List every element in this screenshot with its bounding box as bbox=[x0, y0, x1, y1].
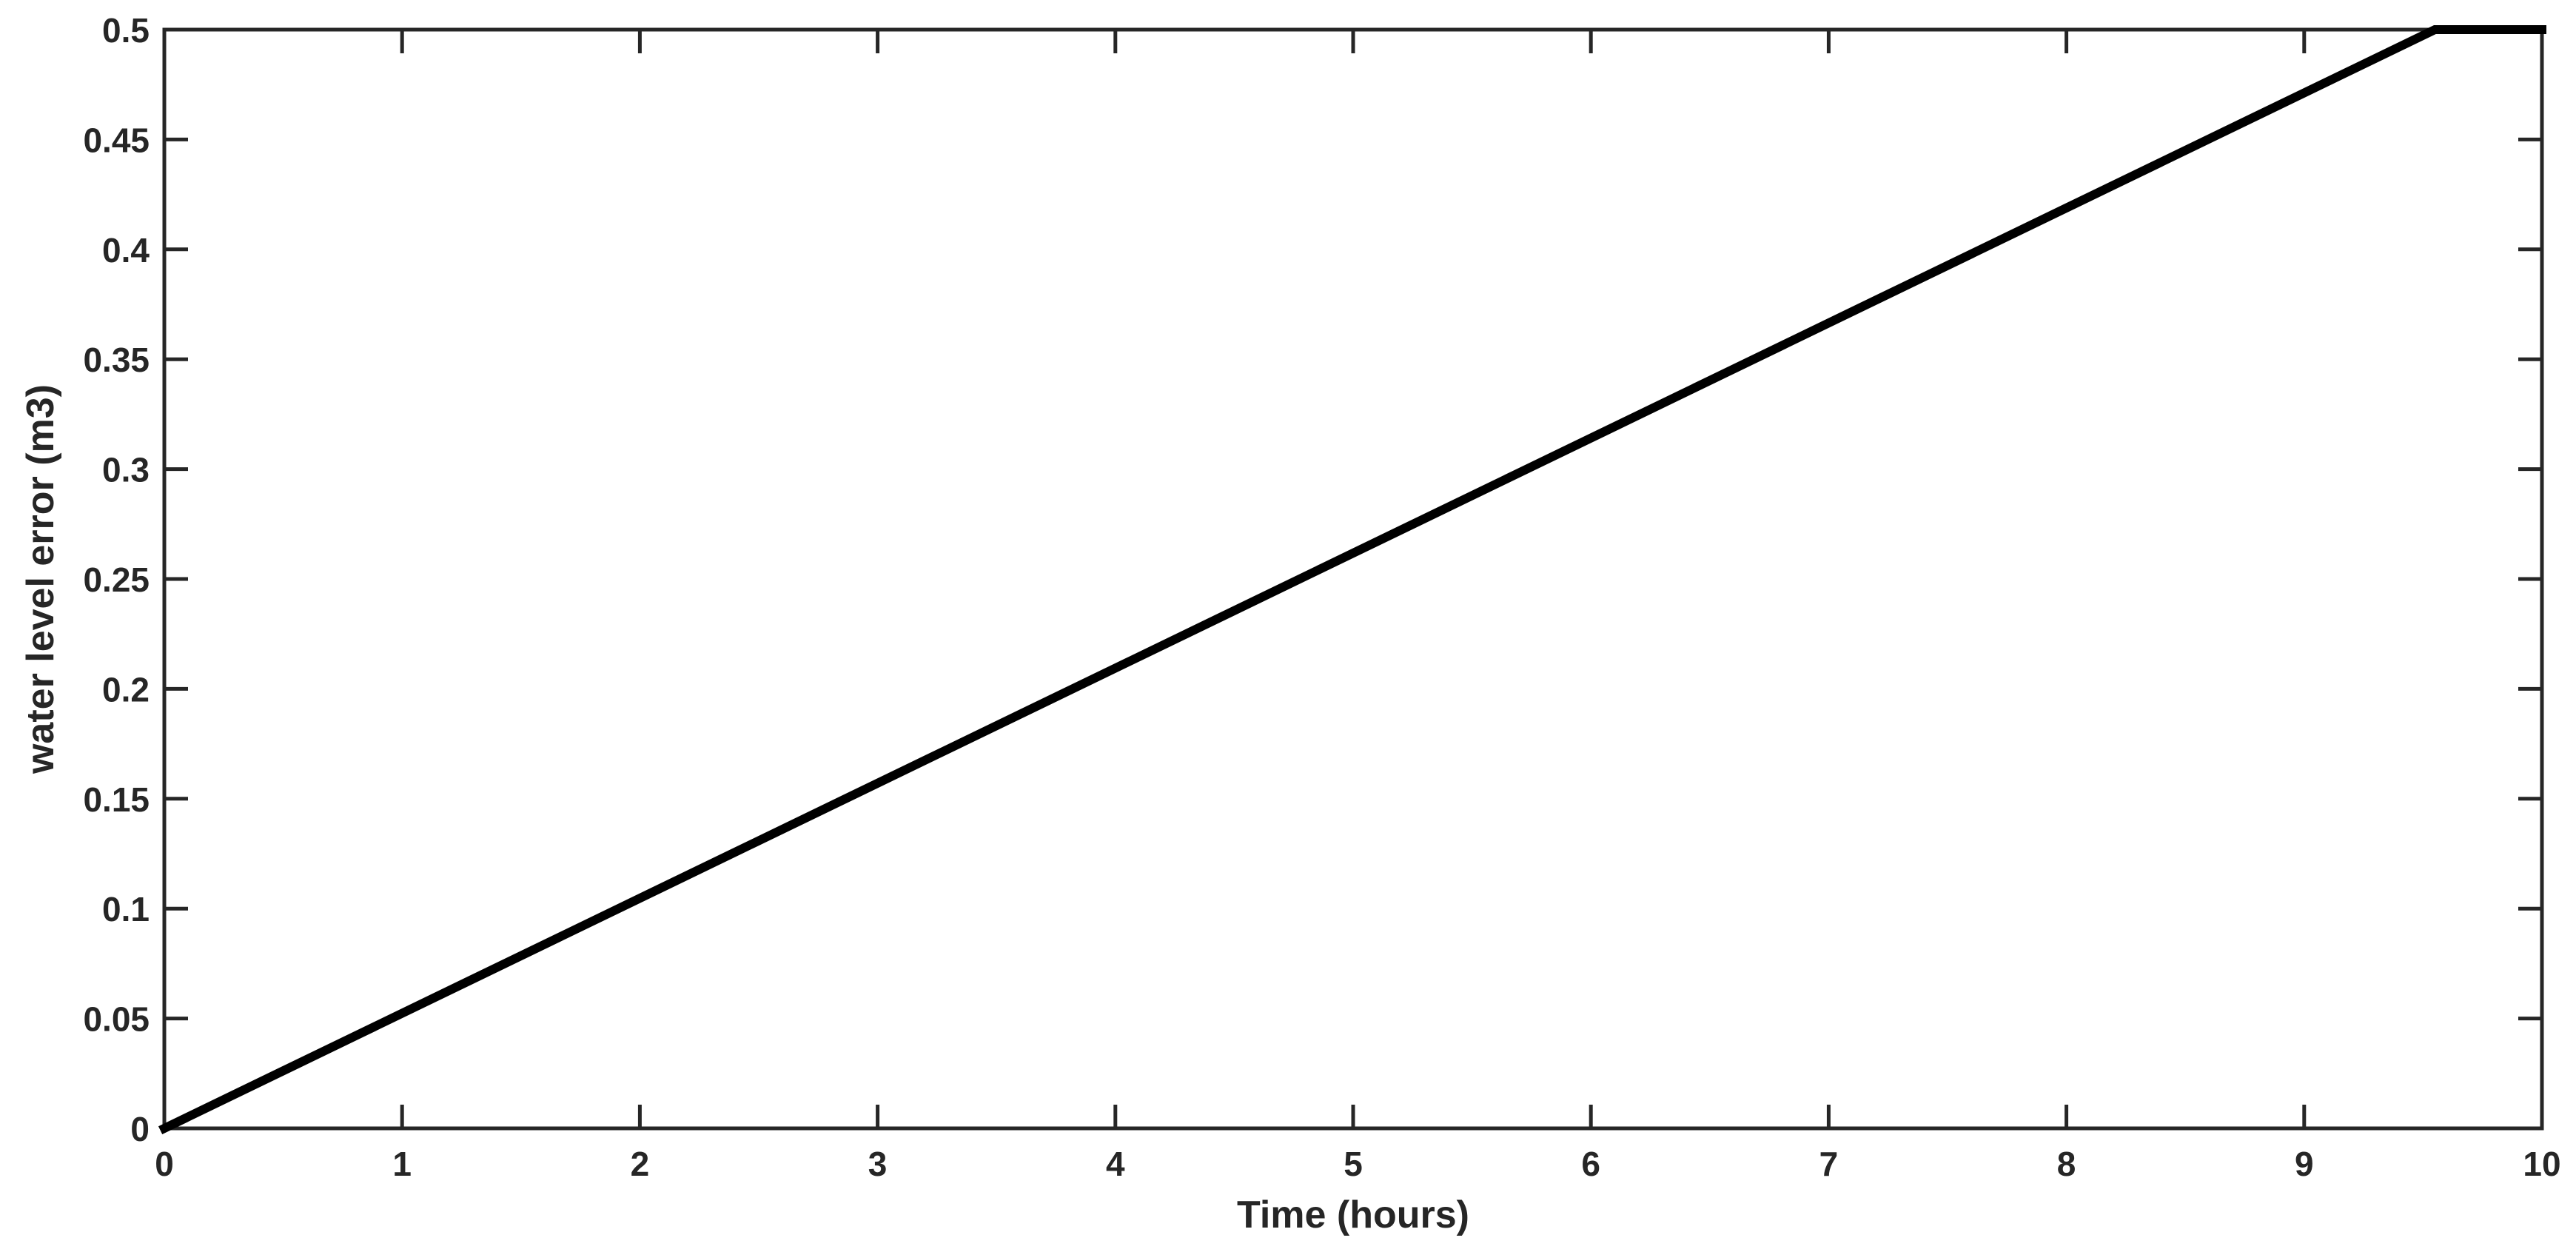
y-tick-label: 0.25 bbox=[83, 560, 150, 599]
x-tick-label: 0 bbox=[155, 1145, 174, 1183]
x-tick-label: 2 bbox=[631, 1145, 650, 1183]
x-tick-label: 5 bbox=[1344, 1145, 1363, 1183]
x-tick-label: 7 bbox=[1819, 1145, 1839, 1183]
y-tick-label: 0.5 bbox=[102, 11, 150, 50]
x-tick-label: 10 bbox=[2523, 1145, 2560, 1183]
x-tick-label: 4 bbox=[1106, 1145, 1125, 1183]
x-tick-label: 9 bbox=[2295, 1145, 2314, 1183]
plot-area: 0 1 2 3 4 5 6 7 8 9 10 0 0.05 0.1 0.15 0.2 0.25 0.3 0.35 0.… bbox=[83, 11, 2560, 1183]
y-tick-label: 0.05 bbox=[83, 1000, 150, 1039]
y-tick-label: 0 bbox=[130, 1110, 150, 1148]
y-tick-label: 0.2 bbox=[102, 670, 150, 709]
y-tick-label: 0.4 bbox=[102, 231, 150, 270]
axes-box bbox=[162, 27, 2544, 1131]
series-line bbox=[158, 25, 2546, 1135]
x-tick-label: 3 bbox=[868, 1145, 888, 1183]
y-tick-label: 0.45 bbox=[83, 121, 150, 159]
y-tick-label: 0.1 bbox=[102, 890, 150, 928]
y-axis-label: water level error (m3) bbox=[19, 384, 62, 774]
x-tick-label: 8 bbox=[2057, 1145, 2076, 1183]
x-tick-label: 1 bbox=[392, 1145, 412, 1183]
x-axis-label: Time (hours) bbox=[1237, 1194, 1469, 1236]
y-tick-label: 0.35 bbox=[83, 341, 150, 379]
y-tick-label: 0.3 bbox=[102, 451, 150, 489]
x-tick-label: 6 bbox=[1581, 1145, 1600, 1183]
y-tick-label: 0.15 bbox=[83, 780, 150, 819]
